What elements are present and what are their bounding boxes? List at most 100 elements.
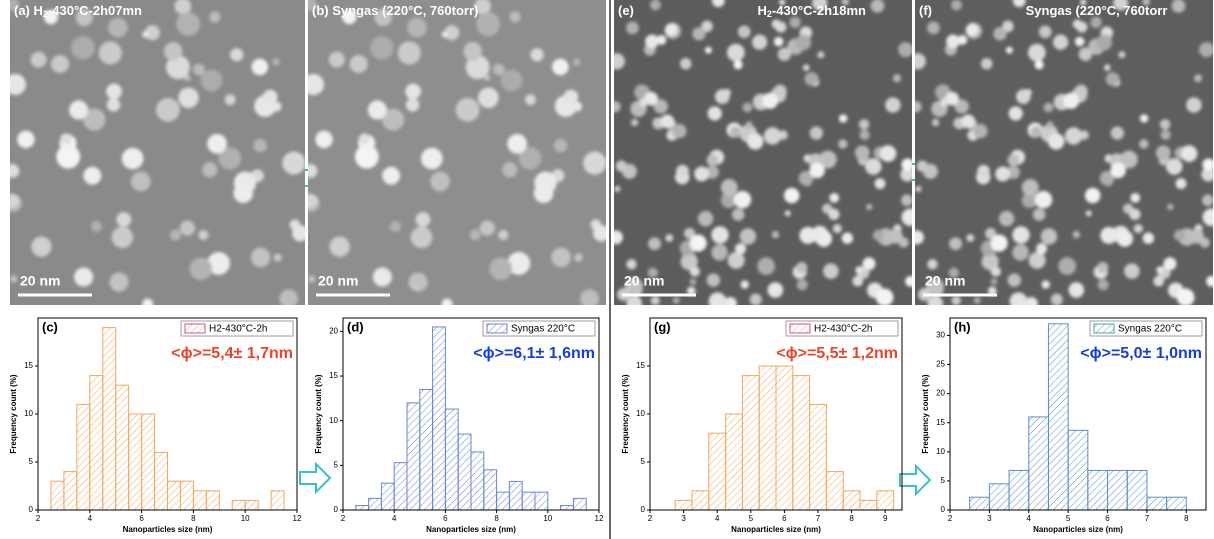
y-axis-label: Frequency count (%) (9, 374, 18, 453)
y-tick-label: 20 (329, 327, 338, 336)
bar (1028, 416, 1049, 511)
particle (328, 51, 345, 68)
image-title-part: 2 (43, 9, 48, 19)
particle (862, 257, 876, 271)
particle (207, 133, 227, 154)
bar (842, 490, 861, 511)
particle (156, 97, 180, 122)
tem-image: (a) H2-430°C-2h07mn 20 nm (10, 0, 305, 305)
particle (56, 144, 81, 169)
x-tick-label: 2 (341, 514, 346, 523)
y-tick-label: 5 (29, 457, 34, 466)
particle (841, 0, 849, 6)
particle (106, 83, 122, 100)
x-tick-label: 6 (782, 514, 787, 523)
bar (1047, 323, 1069, 511)
particle (1008, 106, 1023, 121)
particle (711, 0, 725, 8)
space (634, 3, 638, 18)
particle (412, 283, 420, 291)
particle (990, 234, 1008, 252)
particle (679, 57, 692, 70)
y-tick-label: 15 (636, 361, 645, 370)
particle (593, 225, 606, 242)
particle (1097, 261, 1109, 273)
particle (726, 43, 745, 62)
particle (83, 166, 102, 185)
particle (645, 34, 659, 49)
bar (141, 413, 156, 511)
particle (1047, 133, 1065, 150)
particle (927, 21, 940, 35)
x-tick-label: 12 (595, 514, 604, 523)
particle (498, 229, 509, 241)
image-tag: (e) (618, 3, 634, 18)
particle (852, 275, 864, 287)
particle (1099, 170, 1115, 186)
particle (1050, 293, 1063, 305)
bar (1107, 469, 1128, 511)
particle (551, 247, 571, 268)
y-tick-label: 5 (941, 476, 946, 485)
particle (915, 53, 926, 70)
particle (455, 97, 480, 122)
legend-label: Syngas 220°C (1118, 324, 1182, 335)
particle (1027, 43, 1046, 62)
image-title: (e) H2-430°C-2h18mn (618, 3, 866, 19)
bar (167, 480, 181, 511)
y-tick-label: 0 (29, 505, 34, 514)
particle (664, 23, 678, 36)
particle (405, 83, 421, 100)
particle (828, 208, 840, 221)
particle (1139, 139, 1149, 149)
particle (1166, 158, 1183, 175)
particle (178, 87, 199, 108)
particle (1124, 263, 1140, 279)
image-title-part: -430°C-2h07mn (48, 3, 142, 18)
particle (1034, 190, 1053, 209)
particle (1002, 20, 1014, 33)
y-axis-label: Frequency count (%) (621, 374, 630, 453)
particle (478, 87, 499, 108)
particle (75, 8, 94, 27)
y-tick-label: 20 (936, 389, 945, 398)
particle (737, 25, 751, 39)
particle (218, 147, 242, 170)
particle (1032, 208, 1046, 221)
bar (691, 490, 710, 511)
particle (650, 295, 660, 305)
bar (154, 451, 169, 511)
particle (1153, 275, 1165, 287)
particle (415, 212, 431, 227)
legend-box (785, 320, 899, 337)
particle (1142, 0, 1150, 6)
particle (767, 282, 784, 298)
particle (163, 41, 183, 61)
particle (733, 60, 743, 70)
particle (10, 193, 20, 208)
particle (397, 41, 421, 65)
particle (804, 72, 819, 86)
particle (676, 164, 689, 178)
legend-label: H2-430°C-2h (814, 324, 872, 335)
particle (174, 0, 192, 15)
particle (83, 108, 106, 131)
image-title-part: 2 (767, 9, 772, 19)
particle (771, 230, 780, 239)
particle (169, 229, 182, 241)
particle (479, 220, 495, 236)
image-tag: (b) (312, 3, 329, 18)
particle (865, 158, 882, 175)
particle (130, 171, 151, 192)
panel-tag: (d) (347, 319, 364, 334)
particle (507, 133, 528, 154)
particle (815, 230, 833, 247)
bar (231, 499, 246, 511)
particle (43, 9, 59, 25)
bar (496, 491, 510, 511)
y-tick-label: 30 (936, 331, 945, 340)
particle (819, 150, 837, 169)
bar (102, 327, 117, 511)
bar (76, 403, 91, 511)
x-tick-label: 4 (1027, 514, 1032, 523)
